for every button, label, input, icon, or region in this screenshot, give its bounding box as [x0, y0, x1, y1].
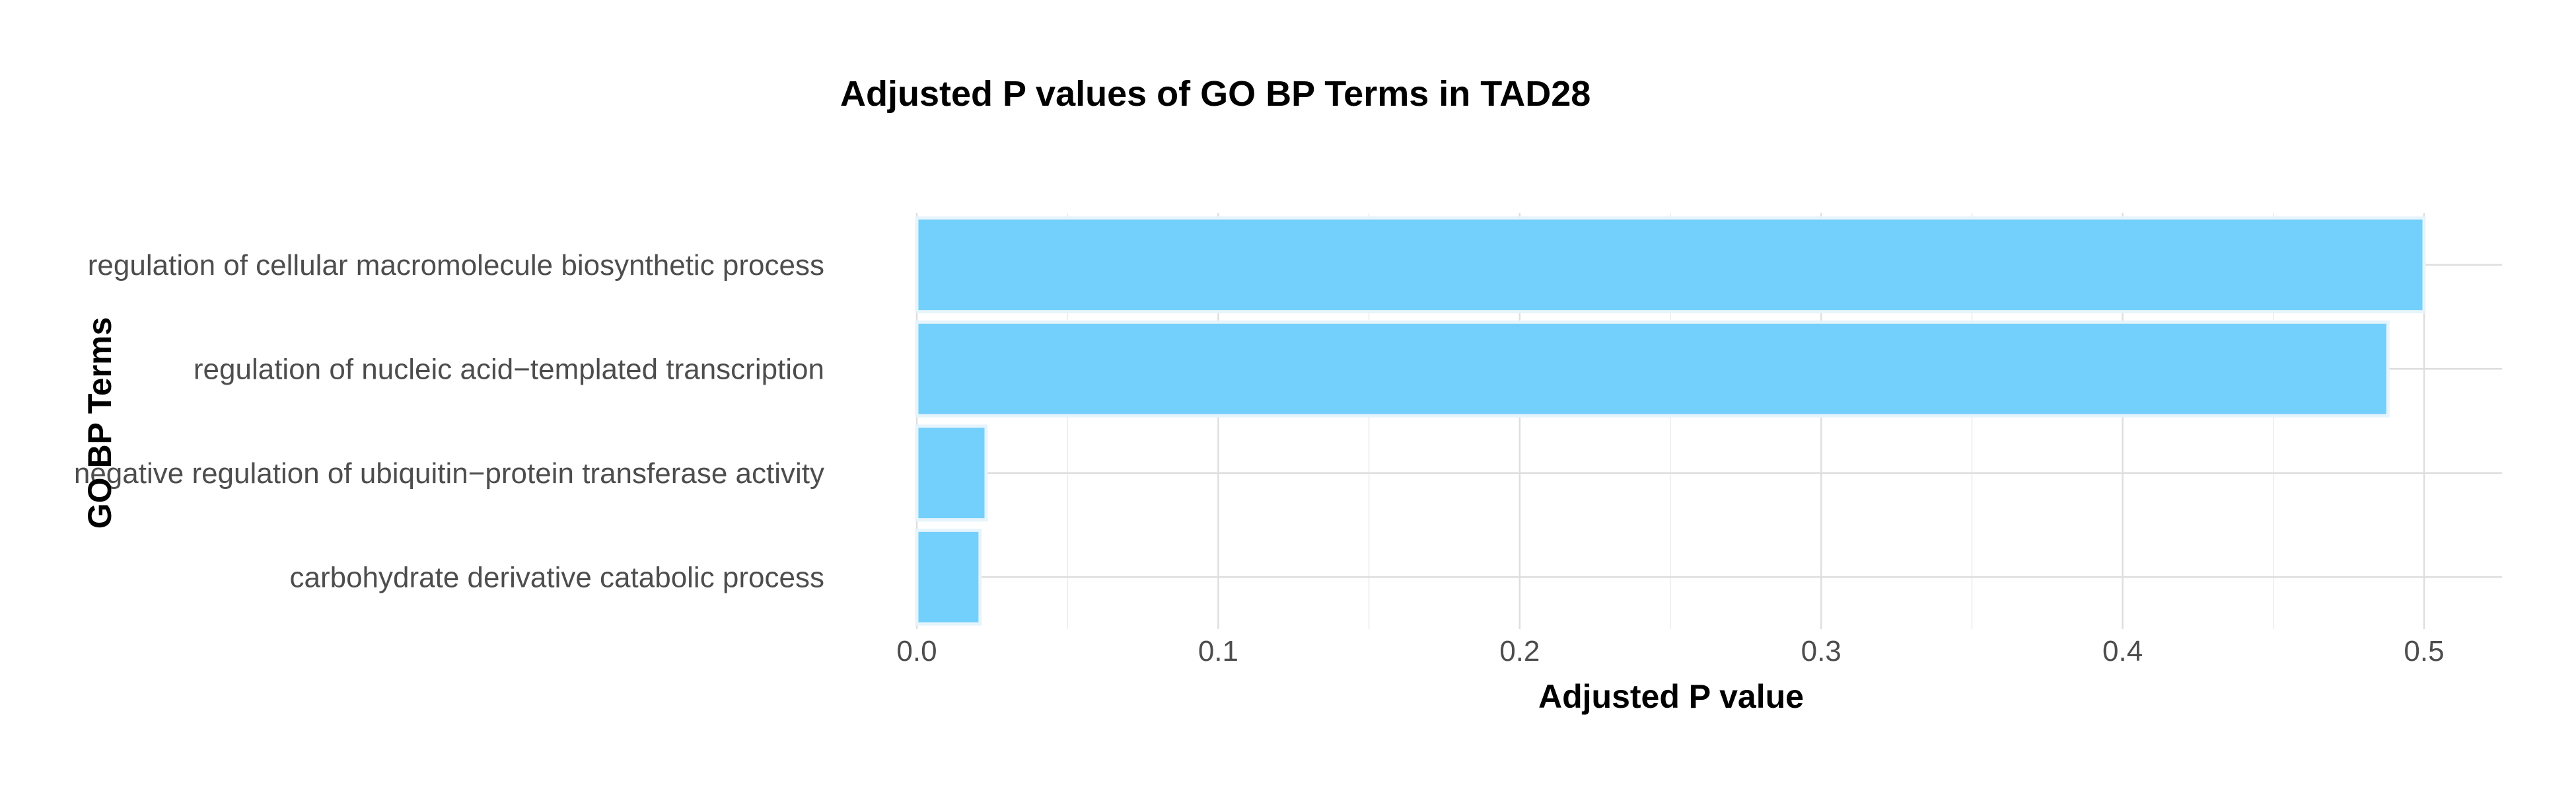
bar: [915, 528, 982, 626]
bar: [915, 216, 2426, 314]
y-tick-label: negative regulation of ubiquitin−protein…: [74, 457, 824, 490]
x-tick-label: 0.3: [1801, 635, 1842, 667]
x-tick-label: 0.4: [2102, 635, 2143, 667]
y-tick-label: regulation of nucleic acid−templated tra…: [194, 353, 824, 385]
chart-title: Adjusted P values of GO BP Terms in TAD2…: [840, 74, 1591, 114]
y-tick-label: carbohydrate derivative catabolic proces…: [289, 561, 824, 593]
bar-layer: [915, 216, 2426, 626]
x-tick-label: 0.2: [1499, 635, 1540, 667]
bar: [915, 320, 2390, 418]
y-tick-label: regulation of cellular macromolecule bio…: [88, 249, 824, 282]
y-axis-title: GO BP Terms: [81, 317, 118, 529]
x-tick-label: 0.0: [896, 635, 937, 667]
bar: [915, 424, 988, 522]
x-axis-title: Adjusted P value: [1538, 678, 1804, 715]
label-layer: 0.0 0.1 0.2 0.3 0.4 0.5 regulation of cellular…: [74, 249, 2445, 667]
x-tick-label: 0.1: [1198, 635, 1238, 667]
x-tick-label: 0.5: [2404, 635, 2444, 667]
